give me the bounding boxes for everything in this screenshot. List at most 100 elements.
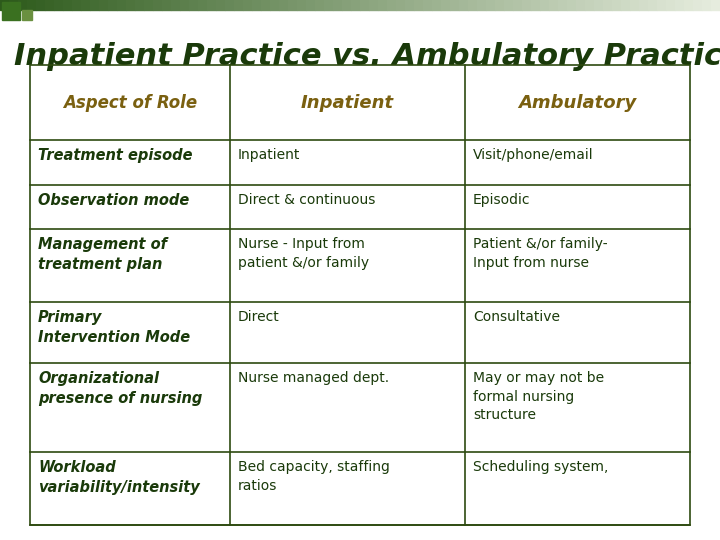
Bar	[549, 0, 558, 10]
Bar	[144, 0, 153, 10]
Bar	[630, 0, 639, 10]
Bar	[27, 0, 36, 10]
Text: Organizational
presence of nursing: Organizational presence of nursing	[38, 371, 202, 406]
Text: Observation mode: Observation mode	[38, 193, 189, 208]
Bar	[351, 0, 360, 10]
Bar	[423, 0, 432, 10]
Text: Visit/phone/email: Visit/phone/email	[473, 148, 593, 162]
Bar	[9, 0, 18, 10]
Bar	[495, 0, 504, 10]
Bar	[405, 0, 414, 10]
Bar	[180, 0, 189, 10]
Bar	[621, 0, 630, 10]
Bar	[171, 0, 180, 10]
Bar	[612, 0, 621, 10]
Bar	[468, 0, 477, 10]
Bar	[0, 0, 9, 10]
Bar	[153, 0, 162, 10]
Text: Management of
treatment plan: Management of treatment plan	[38, 237, 167, 272]
Text: Scheduling system,: Scheduling system,	[473, 461, 608, 475]
Bar	[702, 0, 711, 10]
Text: Consultative: Consultative	[473, 310, 560, 324]
Bar	[18, 0, 27, 10]
Bar	[639, 0, 648, 10]
Bar	[360, 0, 369, 10]
Text: May or may not be
formal nursing
structure: May or may not be formal nursing structu…	[473, 371, 604, 422]
Bar	[72, 0, 81, 10]
Bar	[189, 0, 198, 10]
Bar	[45, 0, 54, 10]
Bar	[63, 0, 72, 10]
Bar	[711, 0, 720, 10]
Bar	[135, 0, 144, 10]
Bar	[342, 0, 351, 10]
Text: Inpatient: Inpatient	[301, 93, 394, 111]
Bar	[477, 0, 486, 10]
Bar	[378, 0, 387, 10]
Text: Inpatient: Inpatient	[238, 148, 300, 162]
Bar	[288, 0, 297, 10]
Bar	[513, 0, 522, 10]
Bar	[657, 0, 666, 10]
Bar	[54, 0, 63, 10]
Text: Workload
variability/intensity: Workload variability/intensity	[38, 461, 199, 495]
Bar	[432, 0, 441, 10]
Bar	[522, 0, 531, 10]
Bar	[306, 0, 315, 10]
Bar	[30, 65, 690, 525]
Bar	[279, 0, 288, 10]
Bar	[531, 0, 540, 10]
Bar	[81, 0, 90, 10]
Bar	[333, 0, 342, 10]
Bar	[198, 0, 207, 10]
Bar	[450, 0, 459, 10]
Bar	[441, 0, 450, 10]
Bar	[567, 0, 576, 10]
Text: Primary
Intervention Mode: Primary Intervention Mode	[38, 310, 190, 345]
Bar	[90, 0, 99, 10]
Bar	[108, 0, 117, 10]
Bar	[99, 0, 108, 10]
Bar	[414, 0, 423, 10]
Bar	[504, 0, 513, 10]
Bar	[540, 0, 549, 10]
Bar	[675, 0, 684, 10]
Bar	[315, 0, 324, 10]
Bar	[387, 0, 396, 10]
Bar	[225, 0, 234, 10]
Bar	[459, 0, 468, 10]
Text: Ambulatory: Ambulatory	[518, 93, 636, 111]
Text: Direct: Direct	[238, 310, 280, 324]
Text: Episodic: Episodic	[473, 193, 531, 207]
Bar	[252, 0, 261, 10]
Bar	[603, 0, 612, 10]
Bar	[297, 0, 306, 10]
Text: Treatment episode: Treatment episode	[38, 148, 192, 163]
Text: Nurse - Input from
patient &/or family: Nurse - Input from patient &/or family	[238, 237, 369, 269]
Bar	[216, 0, 225, 10]
Bar	[585, 0, 594, 10]
Bar	[207, 0, 216, 10]
Bar	[126, 0, 135, 10]
Bar	[594, 0, 603, 10]
Bar	[648, 0, 657, 10]
Bar	[693, 0, 702, 10]
Bar	[396, 0, 405, 10]
Bar	[558, 0, 567, 10]
Text: Inpatient Practice vs. Ambulatory Practice: Inpatient Practice vs. Ambulatory Practi…	[14, 42, 720, 71]
Bar	[486, 0, 495, 10]
Bar	[576, 0, 585, 10]
Bar	[22, 10, 32, 20]
Text: Aspect of Role: Aspect of Role	[63, 93, 197, 111]
Text: Direct & continuous: Direct & continuous	[238, 193, 375, 207]
Bar	[261, 0, 270, 10]
Bar	[36, 0, 45, 10]
Bar	[369, 0, 378, 10]
Bar	[666, 0, 675, 10]
Bar	[162, 0, 171, 10]
Text: Patient &/or family-
Input from nurse: Patient &/or family- Input from nurse	[473, 237, 608, 269]
Bar	[117, 0, 126, 10]
Bar	[324, 0, 333, 10]
Bar	[684, 0, 693, 10]
Bar	[234, 0, 243, 10]
